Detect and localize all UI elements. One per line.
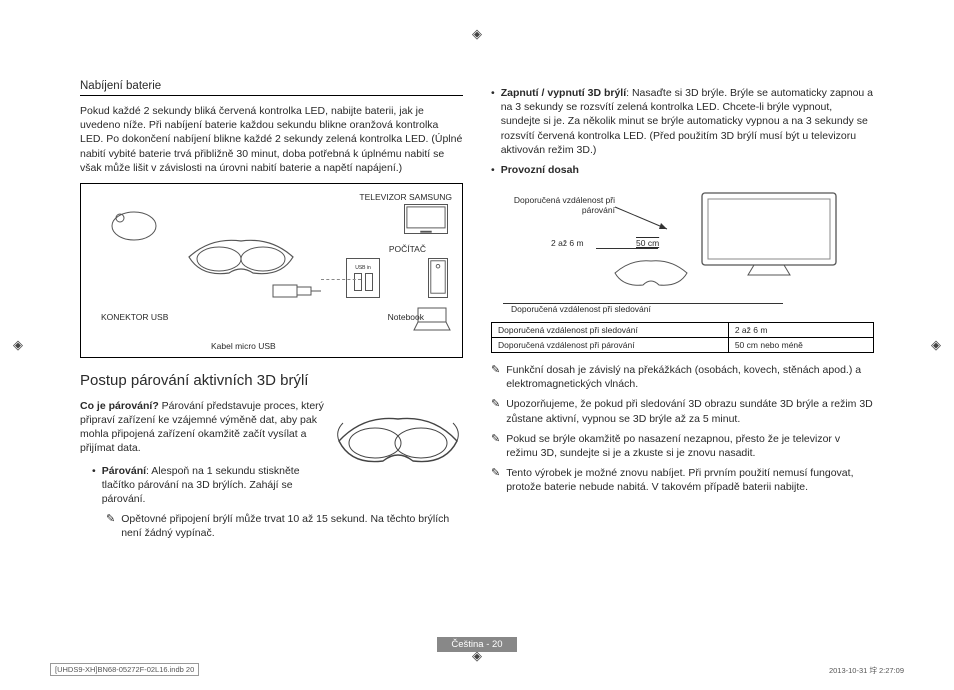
note-3: ✎ Pokud se brýle okamžitě po nasazení ne… bbox=[491, 432, 874, 460]
fig1-kabel-label: Kabel micro USB bbox=[211, 341, 276, 351]
fig1-glasses-icon bbox=[181, 229, 301, 284]
fig2-arrow-50cm bbox=[596, 248, 658, 249]
fig1-notebook-icon bbox=[412, 306, 452, 332]
figure-charging: TELEVIZOR SAMSUNG POČÍTAČ Notebook KONEK… bbox=[80, 183, 463, 358]
crop-mark-right: ◈ bbox=[928, 337, 944, 353]
note-icon: ✎ bbox=[491, 397, 500, 425]
note-icon: ✎ bbox=[491, 363, 500, 391]
fig2-50cm-label: 50 cm bbox=[636, 238, 659, 248]
note-1-text: Funkční dosah je závislý na překážkách (… bbox=[506, 363, 874, 391]
bullet-pairing-text: Párování: Alespoň na 1 sekundu stiskněte… bbox=[102, 464, 325, 507]
bullet-dot: • bbox=[92, 464, 96, 507]
note-2: ✎ Upozorňujeme, že pokud při sledování 3… bbox=[491, 397, 874, 425]
section-title-charging: Nabíjení baterie bbox=[80, 80, 463, 96]
bullet-pairing-label: Párování bbox=[102, 465, 146, 477]
glasses-illustration bbox=[333, 403, 463, 478]
fig2-2-6m-label: 2 až 6 m bbox=[551, 238, 584, 248]
fig1-usb-in-label: USB in bbox=[355, 265, 371, 271]
right-column: • Zapnutí / vypnutí 3D brýlí: Nasaďte si… bbox=[491, 80, 874, 546]
note-4: ✎ Tento výrobek je možné znovu nabíjet. … bbox=[491, 466, 874, 494]
table-row: Doporučená vzdálenost při párování 50 cm… bbox=[492, 338, 874, 353]
fig2-arrow-pair bbox=[611, 203, 671, 233]
usb-slot bbox=[354, 273, 362, 291]
page-number-box: Čeština - 20 bbox=[437, 637, 516, 652]
bullet-dot: • bbox=[491, 86, 495, 157]
heading-pairing: Postup párování aktivních 3D brýlí bbox=[80, 372, 463, 389]
fig2-pair-distance-label: Doporučená vzdálenost při párování bbox=[495, 195, 615, 215]
figure-range: Doporučená vzdálenost při párování 2 až … bbox=[491, 183, 874, 318]
fig1-pc-label: POČÍTAČ bbox=[389, 244, 426, 254]
left-column: Nabíjení baterie Pokud každé 2 sekundy b… bbox=[80, 80, 463, 546]
bullet-range: • Provozní dosah bbox=[491, 163, 874, 177]
cell-pair-label: Doporučená vzdálenost při párování bbox=[492, 338, 729, 353]
cell-pair-value: 50 cm nebo méně bbox=[728, 338, 873, 353]
fig1-tv-icon bbox=[404, 204, 448, 234]
note-icon: ✎ bbox=[491, 466, 500, 494]
cell-watch-value: 2 až 6 m bbox=[728, 323, 873, 338]
fig1-earpod-icon bbox=[106, 204, 161, 244]
fig1-usb-slots bbox=[354, 273, 373, 291]
fig1-tv-label: TELEVIZOR SAMSUNG bbox=[359, 192, 452, 202]
fig2-50cm-text: 50 cm bbox=[636, 238, 659, 248]
pairing-q-label: Co je párování? bbox=[80, 400, 159, 412]
onoff-label: Zapnutí / vypnutí 3D brýlí bbox=[501, 87, 626, 99]
fig2-watch-distance-label: Doporučená vzdálenost při sledování bbox=[511, 304, 651, 314]
cell-watch-label: Doporučená vzdálenost při sledování bbox=[492, 323, 729, 338]
crop-mark-left: ◈ bbox=[10, 337, 26, 353]
fig2-arrow-watch bbox=[503, 303, 783, 304]
fig1-konektor-label: KONEKTOR USB bbox=[101, 312, 168, 322]
page-content: Nabíjení baterie Pokud každé 2 sekundy b… bbox=[0, 0, 954, 576]
fig1-connector-line bbox=[321, 279, 361, 280]
note-icon: ✎ bbox=[491, 432, 500, 460]
bullet-pairing: • Párování: Alespoň na 1 sekundu stiskně… bbox=[92, 464, 325, 507]
usb-slot bbox=[365, 273, 373, 291]
charging-body: Pokud každé 2 sekundy bliká červená kont… bbox=[80, 104, 463, 175]
note-3-text: Pokud se brýle okamžitě po nasazení neza… bbox=[506, 432, 874, 460]
crop-mark-top: ◈ bbox=[469, 26, 485, 42]
bullet-dot: • bbox=[491, 163, 495, 177]
sub-bullet-text: Opětovné připojení brýlí může trvat 10 a… bbox=[121, 512, 463, 540]
fig1-usb-port-icon: USB in bbox=[346, 258, 380, 298]
fig1-pc-icon bbox=[428, 258, 448, 298]
footer-timestamp: 2013-10-31 㘾 2:27:09 bbox=[829, 665, 904, 676]
page-number: Čeština - 20 bbox=[0, 637, 954, 652]
fig2-monitor-icon bbox=[694, 189, 844, 279]
fig2-glasses-icon bbox=[611, 255, 691, 291]
bullet-onoff: • Zapnutí / vypnutí 3D brýlí: Nasaďte si… bbox=[491, 86, 874, 157]
distance-table: Doporučená vzdálenost při sledování 2 až… bbox=[491, 322, 874, 353]
sub-bullet-reconnect: ✎ Opětovné připojení brýlí může trvat 10… bbox=[106, 512, 463, 540]
note-4-text: Tento výrobek je možné znovu nabíjet. Př… bbox=[506, 466, 874, 494]
footer-doc-id: [UHDS9-XH]BN68-05272F-02L16.indb 20 bbox=[50, 663, 199, 676]
range-label: Provozní dosah bbox=[501, 163, 579, 177]
table-row: Doporučená vzdálenost při sledování 2 až… bbox=[492, 323, 874, 338]
bullet-onoff-text: Zapnutí / vypnutí 3D brýlí: Nasaďte si 3… bbox=[501, 86, 874, 157]
note-2-text: Upozorňujeme, že pokud při sledování 3D … bbox=[506, 397, 874, 425]
note-icon: ✎ bbox=[106, 512, 115, 540]
fig1-usb-plug-icon bbox=[271, 279, 321, 303]
note-1: ✎ Funkční dosah je závislý na překážkách… bbox=[491, 363, 874, 391]
